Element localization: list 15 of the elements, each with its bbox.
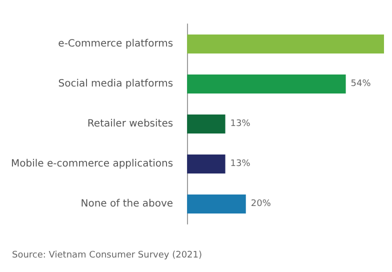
data-label: 13% xyxy=(230,159,251,169)
y-tick-label: Social media platforms xyxy=(58,78,174,90)
bar xyxy=(187,194,246,214)
data-label: 54% xyxy=(350,79,372,89)
data-label: 20% xyxy=(250,199,272,209)
source-note: Source: Vietnam Consumer Survey (2021) xyxy=(12,250,202,260)
y-tick-label: None of the above xyxy=(80,198,174,210)
data-label: 13% xyxy=(230,119,251,129)
bar xyxy=(187,74,346,94)
bar xyxy=(187,114,226,134)
bar xyxy=(187,154,226,174)
bar xyxy=(187,34,384,54)
y-tick-label: Mobile e-commerce applications xyxy=(10,158,174,170)
y-tick-label: e-Commerce platforms xyxy=(58,38,174,50)
y-tick-label: Retailer websites xyxy=(87,118,174,130)
